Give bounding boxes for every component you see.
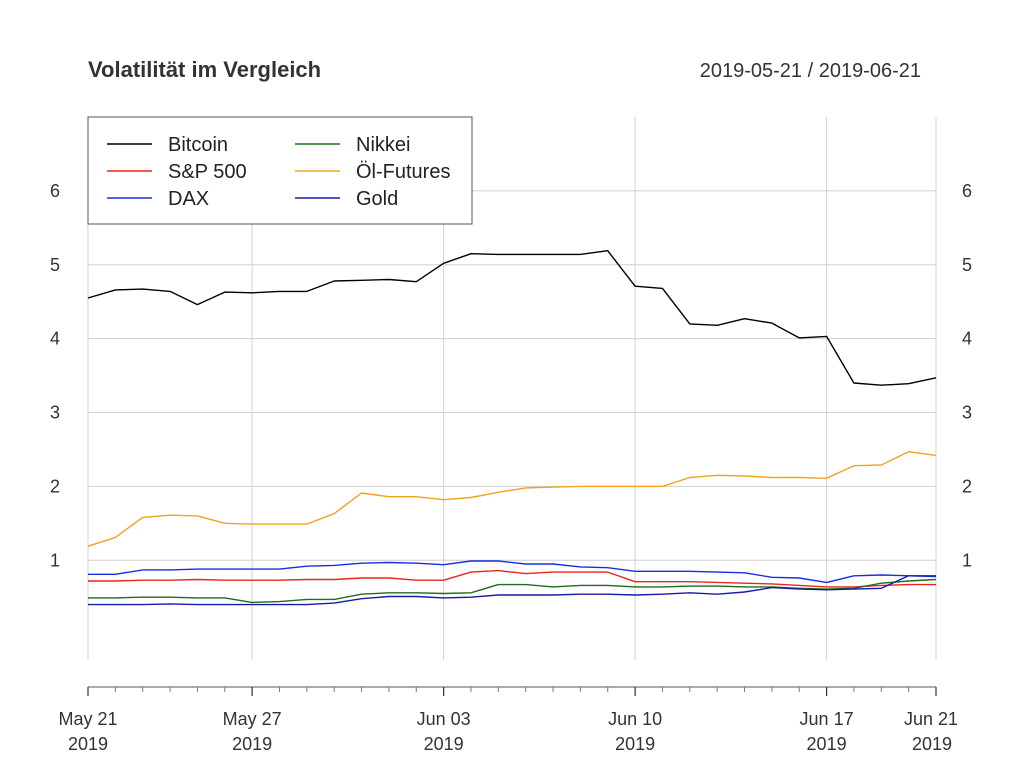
y-tick-label-right: 4 [962, 329, 972, 349]
y-tick-label-right: 6 [962, 181, 972, 201]
series-line-nikkei [88, 578, 937, 604]
y-tick-label-left: 3 [50, 403, 60, 423]
x-tick-label: Jun 17 [800, 709, 854, 729]
series-line--l-futures [87, 451, 937, 547]
x-tick-label: Jun 03 [417, 709, 471, 729]
chart-title: Volatilität im Vergleich [88, 57, 321, 82]
x-tick-year: 2019 [232, 734, 272, 754]
x-tick-label: Jun 10 [608, 709, 662, 729]
series-line-bitcoin [87, 249, 937, 386]
x-tick-label: May 27 [223, 709, 282, 729]
y-tick-label-right: 3 [962, 403, 972, 423]
legend-label: Bitcoin [168, 134, 228, 156]
x-tick-year: 2019 [912, 734, 952, 754]
y-axis-left: 1 2 3 4 5 6 [50, 181, 60, 570]
legend-label: Gold [356, 188, 398, 210]
series-line-dax [88, 560, 937, 584]
x-axis: May 21 2019 May 27 2019 Jun 03 2019 Jun 10 2019… [58, 686, 958, 754]
legend-label: Nikkei [356, 134, 410, 156]
y-tick-label-left: 5 [50, 255, 60, 275]
y-tick-label-left: 6 [50, 181, 60, 201]
date-range-label: 2019-05-21 / 2019-06-21 [700, 60, 921, 82]
legend-label: S&P 500 [168, 161, 247, 183]
x-tick-label: May 21 [58, 709, 117, 729]
legend-label: Öl-Futures [356, 161, 450, 183]
x-tick-year: 2019 [615, 734, 655, 754]
series-line-s-p-500 [88, 569, 936, 588]
series-line-gold [88, 575, 936, 606]
x-tick-year: 2019 [424, 734, 464, 754]
y-tick-label-left: 2 [50, 476, 60, 496]
legend: Bitcoin S&P 500 DAX Nikkei Öl-Futures Gold [87, 116, 473, 225]
x-tick-year: 2019 [68, 734, 108, 754]
y-tick-label-right: 5 [962, 255, 972, 275]
x-tick-label: Jun 21 [904, 709, 958, 729]
y-tick-label-left: 1 [50, 550, 60, 570]
y-tick-label-right: 1 [962, 550, 972, 570]
series-lines [87, 249, 937, 606]
y-tick-label-right: 2 [962, 476, 972, 496]
y-tick-label-left: 4 [50, 329, 60, 349]
legend-label: DAX [168, 188, 209, 210]
x-tick-year: 2019 [807, 734, 847, 754]
y-axis-right: 1 2 3 4 5 6 [962, 181, 972, 570]
